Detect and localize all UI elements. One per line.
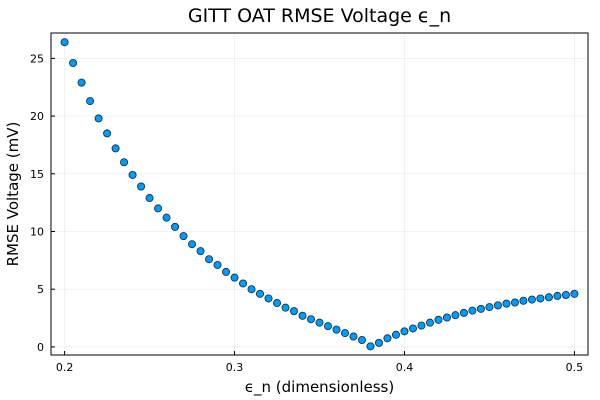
data-point (510, 298, 519, 307)
y-tick-label: 0 (37, 341, 44, 354)
data-point (451, 311, 460, 320)
data-point (120, 158, 129, 167)
data-point (315, 318, 324, 327)
chart-title: GITT OAT RMSE Voltage ϵ_n (188, 5, 451, 27)
data-point (205, 255, 214, 264)
data-point (408, 324, 417, 333)
data-point (425, 318, 434, 327)
axis-ticks: 0.2 0.3 0.4 0.5 0 5 10 15 20 25 (30, 52, 583, 374)
data-point (502, 299, 511, 308)
y-tick-label: 10 (30, 226, 44, 239)
data-point (128, 170, 137, 179)
data-point (256, 289, 265, 298)
data-point (468, 306, 477, 315)
data-point (493, 301, 502, 310)
data-point (366, 342, 375, 351)
data-point (196, 247, 205, 256)
data-point (103, 129, 112, 138)
data-point (230, 273, 239, 282)
data-point (162, 213, 171, 222)
data-point (247, 285, 256, 294)
data-point (434, 315, 443, 324)
data-point (400, 327, 409, 336)
data-point (323, 322, 332, 331)
plot-frame (50, 32, 589, 356)
data-point (519, 296, 528, 305)
data-point (69, 59, 78, 68)
data-point (527, 295, 536, 304)
data-point (145, 194, 154, 203)
data-point (417, 321, 426, 330)
data-point (171, 222, 180, 231)
data-point (273, 299, 282, 308)
data-point (561, 290, 570, 299)
x-tick-label: 0.3 (226, 361, 244, 374)
data-point (570, 289, 579, 298)
data-point (179, 232, 188, 241)
data-point (94, 114, 103, 123)
data-point (357, 335, 366, 344)
x-tick-label: 0.4 (396, 361, 414, 374)
data-point (485, 303, 494, 312)
data-point (264, 294, 273, 303)
data-point (553, 291, 562, 300)
y-tick-label: 15 (30, 168, 44, 181)
y-tick-label: 5 (37, 283, 44, 296)
y-tick-label: 25 (30, 52, 44, 65)
data-point (298, 311, 307, 320)
data-point (290, 307, 299, 316)
data-point (77, 78, 86, 87)
data-point (340, 329, 349, 338)
x-axis-label: ϵ_n (dimensionless) (245, 378, 394, 397)
data-point (137, 182, 146, 191)
data-points (60, 38, 579, 351)
data-point (544, 293, 553, 302)
data-point (349, 332, 358, 341)
data-point (281, 303, 290, 312)
x-tick-label: 0.5 (566, 361, 584, 374)
data-point (306, 315, 315, 324)
data-point (391, 330, 400, 339)
data-point (374, 338, 383, 347)
y-tick-label: 20 (30, 110, 44, 123)
data-point (213, 260, 222, 269)
data-point (111, 144, 120, 153)
data-point (60, 38, 69, 47)
data-point (222, 267, 231, 276)
data-point (154, 204, 163, 213)
grid (51, 33, 588, 355)
y-axis-label: RMSE Voltage (mV) (4, 122, 22, 267)
data-point (476, 304, 485, 313)
data-point (188, 240, 197, 249)
data-point (86, 97, 95, 106)
data-point (536, 294, 545, 303)
data-point (239, 279, 248, 288)
data-point (442, 313, 451, 322)
x-tick-label: 0.2 (56, 361, 74, 374)
data-point (383, 334, 392, 343)
data-point (459, 308, 468, 317)
data-point (332, 325, 341, 334)
